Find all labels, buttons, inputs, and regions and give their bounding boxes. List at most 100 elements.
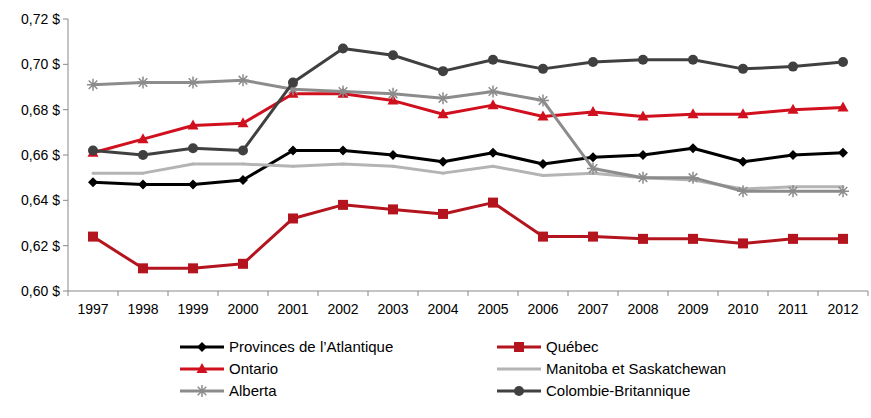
- x-tick-label: 2012: [827, 301, 858, 317]
- x-tick: [568, 291, 569, 296]
- series-line: [93, 203, 843, 269]
- series-marker: [538, 159, 548, 169]
- series-marker: [88, 177, 98, 187]
- x-tick: [668, 291, 669, 296]
- series-marker: [188, 120, 199, 130]
- series-marker: [192, 163, 195, 166]
- series-line: [93, 148, 843, 184]
- series-marker: [92, 172, 95, 175]
- y-tick-label: 0,64 $: [21, 192, 60, 208]
- series-line: [93, 48, 843, 155]
- series-marker: [338, 43, 348, 53]
- series-marker: [638, 150, 648, 160]
- series-marker: [388, 204, 398, 214]
- series-marker: [542, 174, 545, 177]
- x-tick: [268, 291, 269, 296]
- series-marker: [688, 55, 698, 65]
- chart: 0,60 $0,62 $0,64 $0,66 $0,68 $0,70 $0,72…: [0, 0, 871, 418]
- series-line: [93, 164, 843, 189]
- x-tick: [418, 291, 419, 296]
- series-marker: [588, 152, 598, 162]
- series-marker: [838, 234, 848, 244]
- x-tick: [218, 291, 219, 296]
- series-marker: [292, 165, 295, 168]
- x-tick-label: 2000: [227, 301, 258, 317]
- plot-area: [87, 43, 849, 273]
- y-tick: [63, 155, 68, 156]
- series-marker: [738, 238, 748, 248]
- x-tick: [868, 291, 869, 296]
- series-marker: [338, 200, 348, 210]
- series-marker: [188, 179, 198, 189]
- y-tick: [63, 19, 68, 20]
- series-marker: [488, 198, 498, 208]
- series-marker: [538, 110, 549, 120]
- y-tick: [63, 245, 68, 246]
- series-marker: [438, 209, 448, 219]
- series-marker: [638, 234, 648, 244]
- series-marker: [838, 57, 848, 67]
- x-tick-label: 2002: [327, 301, 358, 317]
- series-marker: [588, 106, 599, 116]
- x-tick-label: 2004: [427, 301, 458, 317]
- x-tick: [468, 291, 469, 296]
- y-tick-label: 0,70 $: [21, 56, 60, 72]
- x-tick: [768, 291, 769, 296]
- series-marker: [788, 104, 799, 114]
- x-tick-label: 2003: [377, 301, 408, 317]
- series-marker: [737, 185, 749, 197]
- series-marker: [537, 95, 549, 107]
- legend-label: Provinces de l’Atlantique: [229, 338, 393, 355]
- series-marker: [238, 145, 248, 155]
- series-marker: [238, 259, 248, 269]
- x-tick-label: 2005: [477, 301, 508, 317]
- series-marker: [138, 150, 148, 160]
- series-marker: [538, 64, 548, 74]
- legend-marker: [196, 385, 208, 397]
- series-marker: [138, 133, 149, 143]
- y-tick: [63, 200, 68, 201]
- series-marker: [87, 79, 99, 91]
- legend-marker: [514, 386, 524, 396]
- series-marker: [238, 175, 248, 185]
- series-marker: [538, 232, 548, 242]
- legend-marker: [514, 342, 524, 352]
- series-marker: [487, 86, 499, 98]
- y-tick: [63, 64, 68, 65]
- series-marker: [838, 101, 849, 111]
- series-marker: [688, 234, 698, 244]
- series-line: [93, 94, 843, 153]
- series-marker: [492, 165, 495, 168]
- series-marker: [488, 99, 499, 109]
- series-marker: [438, 108, 449, 118]
- legend-marker: [197, 342, 207, 352]
- series-marker: [638, 55, 648, 65]
- series-marker: [788, 234, 798, 244]
- series-marker: [442, 172, 445, 175]
- series-marker: [138, 263, 148, 273]
- series-marker: [237, 74, 249, 86]
- series-marker: [288, 145, 298, 155]
- x-tick: [368, 291, 369, 296]
- series-marker: [488, 148, 498, 158]
- x-tick: [618, 291, 619, 296]
- x-tick: [168, 291, 169, 296]
- series-marker: [388, 150, 398, 160]
- legend-marker: [197, 363, 208, 373]
- series-marker: [138, 179, 148, 189]
- x-tick: [68, 291, 69, 296]
- y-tick-label: 0,72 $: [21, 11, 60, 27]
- series-marker: [342, 163, 345, 166]
- series-marker: [688, 143, 698, 153]
- x-tick: [718, 291, 719, 296]
- x-tick: [118, 291, 119, 296]
- series-line: [93, 80, 843, 191]
- x-tick-label: 2007: [577, 301, 608, 317]
- x-tick-label: 1997: [77, 301, 108, 317]
- series-marker: [738, 108, 749, 118]
- series-marker: [238, 117, 249, 127]
- series-marker: [637, 172, 649, 184]
- x-tick-label: 2010: [727, 301, 758, 317]
- series-marker: [738, 64, 748, 74]
- y-tick: [63, 109, 68, 110]
